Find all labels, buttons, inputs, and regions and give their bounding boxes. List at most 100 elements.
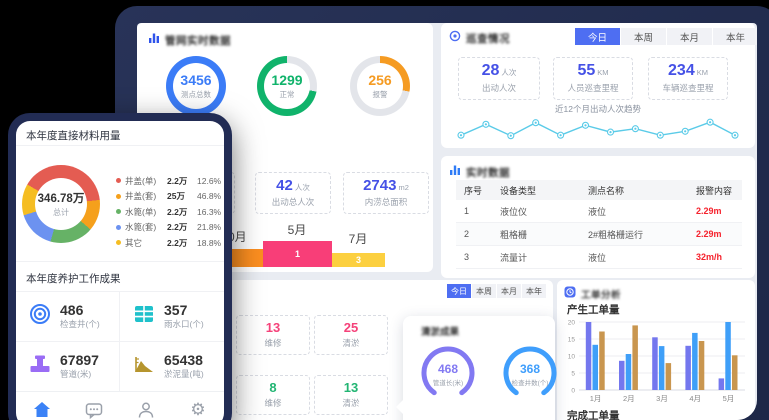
table-cell: 1 [464,206,470,216]
home-icon[interactable] [30,398,54,420]
legend-name: 水篦(套) [125,222,157,233]
user-icon[interactable] [134,398,158,420]
ring-value: 1299 [271,71,303,88]
tab-本年[interactable]: 本年 [522,284,546,298]
stat-value: 234 [668,62,695,79]
table-row[interactable]: 2 粗格栅 2#粗格栅运行 2.29m [456,223,742,246]
gear-icon[interactable]: ⚙ [190,399,206,420]
stat-box: 234 KM 车辆巡查里程 [648,57,728,100]
sludge-icon [133,353,155,380]
legend-pct: 21.8% [197,222,222,233]
stat-unit: m2 [398,183,409,192]
divider [16,145,224,146]
stat-box: 42 人次出动总人次 [255,172,331,214]
pipeline-icon [29,353,51,380]
legend-name: 其它 [125,237,143,248]
stat-box: 25 清淤 [314,315,388,355]
stat-label: 出动总人次 [271,197,315,207]
stat-box: 13 清淤 [314,375,388,415]
tab-今日[interactable]: 今日 [447,284,471,298]
svg-text:10: 10 [568,354,576,361]
stat-line: 28 人次 [482,63,517,79]
table-cell: 32m/h [696,252,723,262]
ring-value: 256 [368,71,392,88]
tab-今日[interactable]: 今日 [575,28,620,45]
ring-center: 3456 测点总数 [173,63,219,109]
maintenance-value: 357 [164,301,188,318]
phone-mockup: 本年度直接材料用量 346.78万 总计 井盖(单) 2.2万 12.6% 井盖(套)… [8,113,232,420]
gauge-value: 468 [437,362,459,376]
maintenance-stat: 486 检查井(个) [16,292,120,342]
patrol-card: 巡查情况 今日 本周 本月 本年 28 人次 出动人次 55 KM 人员巡查里程 234 KM 车辆巡… [441,23,757,148]
stat-unit: KM [597,68,609,77]
legend-pct: 46.8% [197,191,222,202]
alarm-table: 序号 设备类型 测点名称 报警内容 1 液位仪 液位 2.29m 2 粗格栅 2#粗格栅运行 2.29… [456,180,742,269]
status-ring: 256 报警 [350,56,410,116]
maintenance-label: 雨水口(个) [164,319,204,330]
tab-本年[interactable]: 本年 [713,28,757,45]
tab-本周[interactable]: 本周 [472,284,496,298]
stat-label: 清淤 [342,398,360,408]
stat-line: 55 KM [577,63,608,79]
stat-line: 234 KM [668,63,708,79]
legend-value: 2.2万 [167,175,188,186]
table-header-cell: 序号 [464,185,483,196]
stat-unit: 人次 [294,183,310,192]
network-card-title: 管网实时数据 [165,34,231,47]
tab-本周[interactable]: 本周 [621,28,666,45]
stat-line: 2743 m2 [363,178,409,193]
popover-notch [396,400,403,414]
svg-text:5: 5 [571,371,575,378]
maintenance-stat-text: 357 雨水口(个) [164,301,204,330]
stat-line: 13 [344,381,358,394]
ring-value: 3456 [180,71,212,88]
maintenance-stat: 67897 管道(米) [16,342,120,392]
legend-item: 井盖(套) 25万 46.8% [116,189,222,205]
stat-label: 人员巡查里程 [567,83,619,93]
completed-workorders-subtitle: 完成工单量 [567,410,620,420]
stat-value: 55 [577,62,596,79]
podium-month-label: 7月 [348,232,368,246]
stat-line: 25 [344,321,358,334]
patrol-tabs: 今日 本周 本月 本年 [575,28,757,45]
legend-dot [116,240,121,246]
dredge-results-popover: 清淤成果 468 管道长(米) 368 检查井数(个) [396,316,557,420]
legend-value: 2.2万 [167,237,188,248]
chat-icon[interactable] [82,398,106,420]
podium-rank-bar: 1 [263,241,332,267]
gauge-label: 检查井数(个) [511,380,549,387]
maintenance-value: 67897 [60,351,99,368]
svg-text:5月: 5月 [723,394,735,403]
table-cell: 2.29m [696,229,722,239]
table-cell: 流量计 [500,252,528,263]
tab-本月[interactable]: 本月 [497,284,521,298]
patrol-card-title: 巡查情况 [466,32,510,45]
maintenance-value: 486 [60,301,84,318]
stat-label: 维修 [264,338,282,348]
stat-value: 2743 [363,177,397,194]
trend-caption: 近12个月出动人次趋势 [555,104,641,114]
legend-item: 水篦(套) 2.2万 21.8% [116,220,222,236]
legend-dot [116,209,121,215]
gauge-value: 368 [519,362,541,376]
legend-dot [116,193,121,199]
svg-text:15: 15 [568,337,576,344]
table-row[interactable]: 1 液位仪 液位 2.29m [456,200,742,223]
stat-unit: KM [696,68,708,77]
legend-item: 井盖(单) 2.2万 12.6% [116,173,222,189]
legend-value: 25万 [167,191,185,202]
table-cell: 3 [464,252,470,262]
work-tabs: 今日 本周 本月 本年 [447,284,546,298]
clock-icon [564,285,576,303]
ring-label: 正常 [279,89,295,99]
stat-line: 42 人次 [276,178,310,193]
legend-dot [116,224,121,230]
maintenance-stat: 357 雨水口(个) [120,292,224,342]
tab-本月[interactable]: 本月 [667,28,712,45]
bar-chart-icon [148,31,160,49]
legend-item: 其它 2.2万 18.8% [116,235,222,251]
table-row[interactable]: 3 流量计 液位 32m/h [456,246,742,269]
rain-inlet-icon [133,303,155,330]
stat-value: 13 [343,380,359,395]
